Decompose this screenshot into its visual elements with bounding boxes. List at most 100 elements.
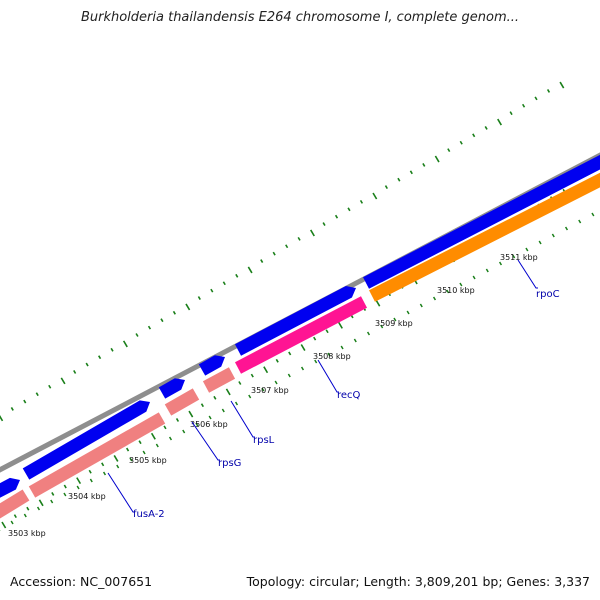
gc-skew-tick	[13, 514, 17, 519]
scale-label: 3508 kbp	[313, 352, 351, 361]
scale-tick	[578, 219, 582, 224]
gc-skew-tick	[147, 325, 152, 330]
scale-tick	[512, 254, 516, 259]
gc-skew-tick	[546, 89, 551, 93]
scale-tick	[353, 338, 357, 343]
scale-label: 3510 kbp	[437, 286, 475, 295]
gc-skew-tick	[359, 199, 364, 204]
scale-tick	[432, 296, 437, 301]
gc-skew-tick	[76, 477, 82, 485]
scale-tick	[168, 436, 173, 441]
gc-skew-tick	[210, 288, 214, 293]
rrna-block	[202, 367, 236, 393]
gene-leader-line	[517, 259, 538, 289]
scale-tick	[234, 401, 239, 406]
scale-label: 3504 kbp	[68, 492, 106, 501]
gc-skew-tick	[200, 403, 204, 408]
scale-tick	[23, 513, 27, 518]
gc-skew-tick	[60, 377, 66, 385]
gc-skew-tick	[322, 222, 326, 226]
rrna-block	[28, 412, 166, 498]
scale-tick	[472, 275, 476, 280]
gc-skew-tick	[434, 155, 440, 163]
cds-arrow	[234, 285, 356, 356]
gc-skew-tick	[409, 170, 413, 175]
gc-skew-tick	[0, 415, 4, 422]
gene-leader-line	[230, 400, 255, 438]
gene-label-rpsg: rpsG	[218, 458, 241, 469]
scale-tick	[287, 373, 291, 378]
scale-tick	[102, 471, 107, 476]
gc-skew-tick	[397, 177, 401, 182]
scale-tick	[116, 464, 120, 469]
scale-label: 3509 kbp	[375, 319, 413, 328]
gc-skew-tick	[334, 214, 339, 219]
gc-skew-tick	[88, 469, 92, 474]
rrna-block	[0, 489, 30, 519]
scale-label: 3506 kbp	[190, 420, 228, 429]
scale-tick	[380, 324, 384, 329]
scale-tick	[538, 240, 542, 245]
scale-tick	[155, 443, 159, 448]
gc-skew-tick	[338, 321, 343, 329]
scale-track: 3503 kbp 3504 kbp 3505 kbp 3506 kbp 3507 kbp…	[0, 212, 595, 538]
gc-skew-tick	[35, 392, 39, 397]
scale-tick	[406, 310, 410, 315]
scale-tick	[366, 331, 371, 336]
gene-label-rpsl: rpsL	[253, 435, 275, 446]
gene-labels: fusA-2 rpsG rpsL recQ rpoC	[107, 259, 560, 520]
cds-arrow	[363, 154, 600, 289]
gc-skew-tick	[238, 381, 242, 385]
gc-skew-tick	[384, 185, 388, 190]
scale-tick	[89, 478, 93, 483]
scale-tick	[419, 303, 423, 308]
scale-label: 3511 kbp	[500, 253, 538, 262]
gc-skew-tick	[101, 462, 105, 467]
gc-skew-tick	[23, 399, 27, 404]
gc-skew-tick	[534, 96, 538, 101]
scale-tick	[195, 422, 199, 427]
scale-tick	[551, 233, 555, 238]
gene-label-fusa-2: fusA-2	[133, 509, 165, 520]
scale-tick	[36, 506, 41, 511]
gc-skew-tick	[188, 410, 194, 418]
gc-skew-tick	[347, 207, 351, 212]
scale-tick	[129, 457, 133, 462]
gc-skew-tick	[447, 148, 451, 153]
rpoc-block	[369, 172, 600, 302]
gc-skew-tick	[150, 432, 156, 440]
gc-skew-tick	[160, 318, 164, 323]
forward-cds-track	[0, 154, 600, 498]
gc-skew-tick	[285, 244, 289, 249]
gc-skew-tick	[372, 192, 378, 200]
gene-label-rpoc: rpoC	[536, 289, 560, 300]
cds-arrow	[0, 477, 20, 498]
gc-skew-tick	[85, 362, 89, 367]
gc-skew-tick	[559, 81, 565, 89]
gc-skew-tick	[459, 140, 463, 145]
gc-skew-tick	[310, 229, 315, 237]
summary-text: Topology: circular; Length: 3,809,201 bp…	[246, 574, 590, 589]
accession-text: Accession: NC_007651	[10, 574, 153, 589]
gc-skew-tick	[313, 336, 317, 341]
scale-label: 3503 kbp	[8, 529, 46, 538]
gc-skew-tick	[263, 366, 269, 374]
scale-tick	[10, 520, 14, 525]
cds-arrow	[22, 400, 151, 480]
gc-skew-tick	[110, 347, 114, 352]
scale-tick	[314, 359, 318, 364]
gc-skew-tick	[73, 370, 77, 374]
map-title: Burkholderia thailandensis E264 chromoso…	[80, 10, 520, 25]
scale-tick	[300, 366, 305, 371]
gene-leader-line	[317, 359, 339, 393]
gc-skew-tick	[213, 395, 217, 400]
gc-skew-tick	[1, 521, 7, 529]
gc-skew-tick	[38, 499, 44, 507]
scale-tick	[50, 499, 54, 504]
gc-skew-tick	[10, 407, 14, 411]
scale-tick	[591, 212, 595, 217]
scale-tick	[446, 289, 450, 294]
reverse-feature-track	[0, 172, 600, 519]
scale-tick	[142, 450, 146, 455]
scale-tick	[182, 429, 186, 434]
